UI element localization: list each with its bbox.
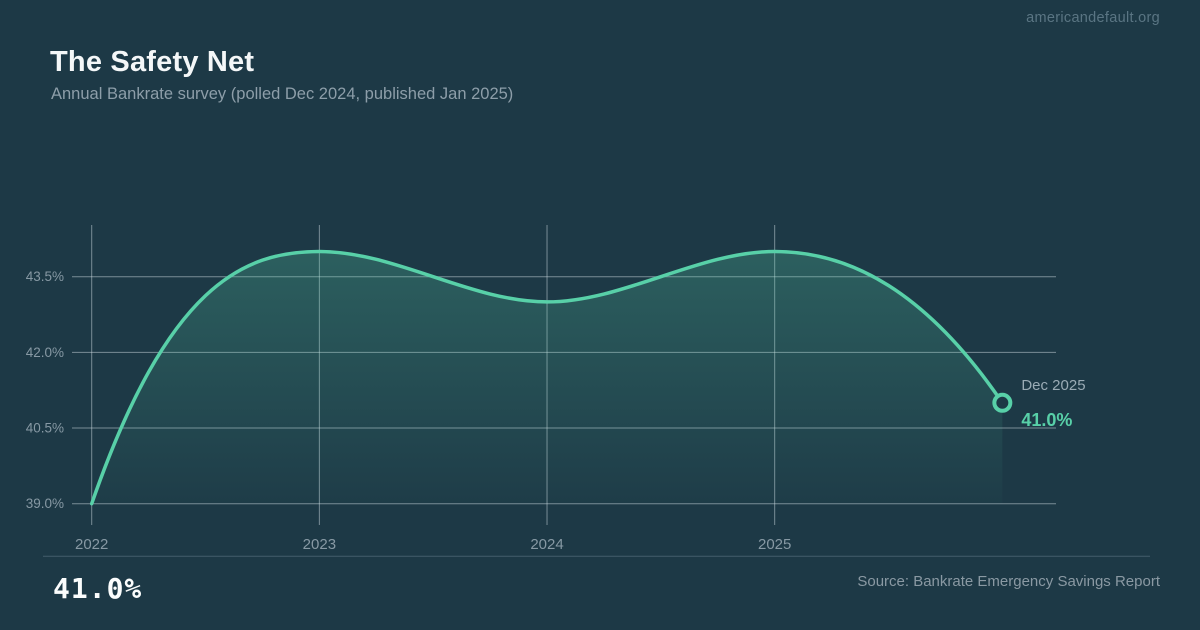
y-tick-label: 39.0% — [26, 496, 64, 511]
endpoint-marker — [992, 392, 1013, 413]
x-tick-label: 2022 — [75, 536, 108, 553]
page-title: The Safety Net — [50, 46, 255, 78]
big-stat: 41.0% — [53, 572, 143, 605]
watermark: americandefault.org — [1026, 10, 1160, 26]
y-tick-label: 40.5% — [26, 421, 64, 436]
trend-area — [91, 251, 1003, 504]
source-note: Source: Bankrate Emergency Savings Repor… — [857, 573, 1160, 590]
y-tick-label: 42.0% — [26, 345, 64, 360]
header: The Safety Net Annual Bankrate survey (p… — [50, 46, 513, 104]
trend-line — [89, 249, 1005, 506]
x-tick-label: 2025 — [758, 536, 791, 553]
x-tick-label: 2023 — [303, 536, 336, 553]
page-subtitle: Annual Bankrate survey (polled Dec 2024,… — [51, 85, 514, 103]
endpoint-date-label: Dec 2025 — [1021, 377, 1085, 394]
y-tick-label: 43.5% — [26, 269, 64, 284]
x-tick-label: 2024 — [530, 536, 563, 553]
endpoint-value-label: 41.0% — [1021, 410, 1072, 430]
